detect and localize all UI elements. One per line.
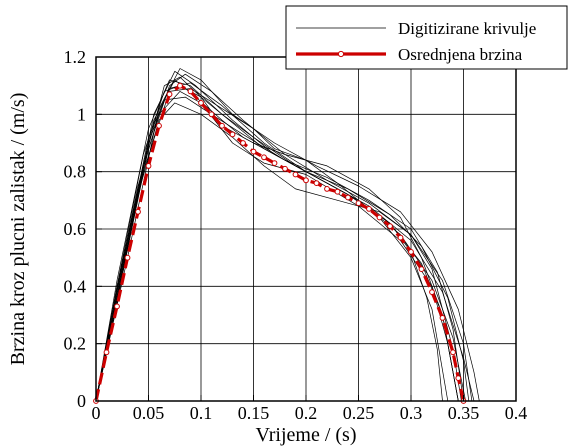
average-velocity-point xyxy=(177,82,183,89)
average-velocity-point xyxy=(198,100,204,106)
y-tick-label: 0.8 xyxy=(64,162,87,182)
average-velocity-point xyxy=(124,254,131,261)
y-tick-label: 0.6 xyxy=(64,219,87,239)
average-velocity-point xyxy=(240,140,246,146)
y-tick-label: 0 xyxy=(77,391,86,411)
digitized-curve-11 xyxy=(95,79,470,402)
legend-label-digitized: Digitizirane krivulje xyxy=(398,19,536,38)
average-velocity-point xyxy=(187,88,194,95)
average-velocity-point xyxy=(408,249,414,255)
y-tick-label: 1.2 xyxy=(64,47,87,67)
digitized-curve-7 xyxy=(95,88,449,402)
tick-labels: 0 0.05 0.1 0.15 0.2 0.25 0.3 0.35 0.4 0 0.2 0.4 0.6 0… xyxy=(64,47,528,423)
average-velocity-point xyxy=(450,349,456,356)
x-tick-label: 0.2 xyxy=(295,403,318,423)
legend: Digitizirane krivulje Osrednjena brzina xyxy=(285,5,568,70)
average-velocity-point xyxy=(229,131,236,138)
average-velocity-point xyxy=(261,154,267,161)
average-velocity-point xyxy=(455,375,462,382)
y-tick-label: 1 xyxy=(77,104,86,124)
x-tick-label: 0.3 xyxy=(400,403,423,423)
y-tick-label: 0.2 xyxy=(64,334,87,354)
legend-label-average: Osrednjena brzina xyxy=(398,45,523,64)
average-velocity-point xyxy=(103,349,110,356)
average-velocity-point xyxy=(219,122,225,129)
average-velocity-point xyxy=(439,315,446,321)
x-tick-label: 0.1 xyxy=(190,403,213,423)
digitized-curve-12 xyxy=(95,82,443,402)
average-velocity-point xyxy=(345,194,351,201)
average-velocity-point xyxy=(282,165,288,172)
average-velocity-point xyxy=(334,188,341,195)
average-velocity-point xyxy=(397,234,404,241)
average-velocity-point xyxy=(292,171,299,178)
legend-box xyxy=(285,5,568,70)
x-tick-label: 0.15 xyxy=(238,403,270,423)
x-axis-title: Vrijeme / (s) xyxy=(256,424,357,446)
average-velocity-point xyxy=(156,122,162,129)
average-velocity-point xyxy=(429,289,435,296)
x-tick-label: 0.35 xyxy=(448,403,480,423)
average-velocity-point xyxy=(271,160,278,167)
x-tick-label: 0.05 xyxy=(133,403,165,423)
digitized-curve-4 xyxy=(95,96,464,402)
average-velocity-point xyxy=(303,177,309,184)
average-velocity-point xyxy=(145,163,152,169)
average-velocity-point xyxy=(208,111,215,118)
average-velocity-point xyxy=(114,303,120,310)
average-velocity-point xyxy=(418,266,425,273)
digitized-curve-9 xyxy=(95,102,462,402)
digitized-curve-8 xyxy=(95,73,473,402)
average-velocity-point xyxy=(313,180,320,187)
average-velocity-point xyxy=(324,186,330,192)
average-velocity-point xyxy=(166,91,173,98)
average-velocity-point xyxy=(366,206,372,212)
digitized-curve-6 xyxy=(95,68,480,402)
y-tick-label: 0.4 xyxy=(64,276,87,296)
average-velocity-point xyxy=(135,208,141,215)
average-velocity-point xyxy=(250,148,257,155)
average-velocity-point xyxy=(387,223,393,230)
y-axis-title: Brzina kroz plucni zalistak / (m/s) xyxy=(7,93,29,366)
average-velocity-point xyxy=(376,214,383,221)
x-tick-label: 0 xyxy=(92,403,101,423)
legend-marker-average xyxy=(337,50,345,58)
x-tick-label: 0.4 xyxy=(505,403,528,423)
x-tick-label: 0.25 xyxy=(343,403,375,423)
average-velocity-point xyxy=(355,200,362,207)
